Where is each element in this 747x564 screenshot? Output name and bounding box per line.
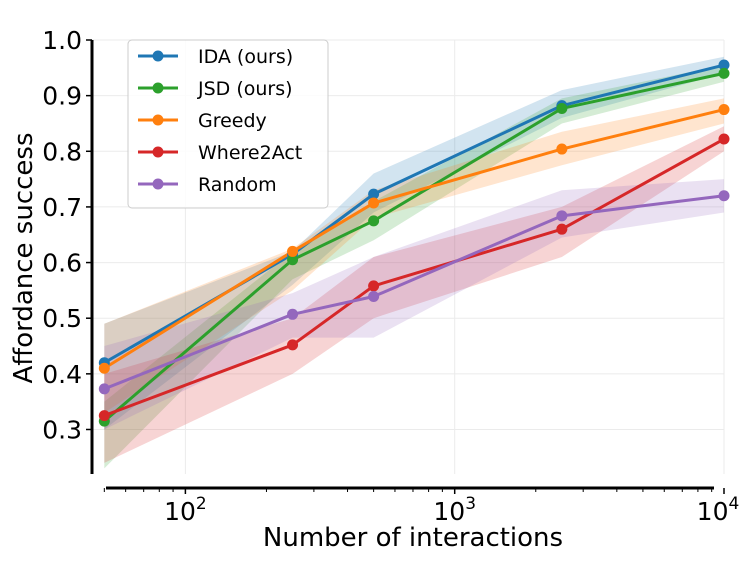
y-tick-label: 0.8 (42, 137, 82, 166)
legend-entry: Random (198, 174, 277, 196)
axes (86, 39, 725, 494)
y-tick-label: 1.0 (42, 26, 82, 55)
x-tick-labels: 102 103 104 (164, 494, 739, 526)
point-random (556, 210, 568, 222)
band-greedy (104, 98, 724, 413)
y-tick-label: 0.5 (42, 304, 82, 333)
x-tick-label: 103 (433, 494, 476, 526)
y-tick-label: 0.6 (42, 249, 82, 278)
point-jsd-ours (556, 102, 568, 114)
legend-entry: IDA (ours) (198, 46, 293, 68)
legend-marker (152, 82, 164, 94)
x-tick-label: 104 (697, 494, 740, 526)
point-greedy (718, 104, 730, 116)
legend-marker (152, 50, 164, 62)
y-tick-label: 0.7 (42, 193, 82, 222)
point-random (98, 383, 110, 395)
y-tick-label: 0.4 (42, 360, 82, 389)
band-where2act (104, 126, 724, 463)
series-points (98, 59, 730, 427)
legend-box (127, 39, 329, 209)
y-tick-label: 0.3 (42, 415, 82, 444)
y-axis-label: Affordance success (9, 132, 39, 383)
point-jsd-ours (287, 254, 299, 266)
point-where2act (98, 410, 110, 422)
point-where2act (718, 133, 730, 145)
point-jsd-ours (368, 215, 380, 227)
legend-entry: Where2Act (198, 142, 302, 164)
legend-entry: JSD (ours) (197, 78, 293, 100)
point-greedy (556, 143, 568, 155)
x-tick-label: 102 (164, 494, 207, 526)
point-greedy (287, 245, 299, 257)
point-where2act (556, 223, 568, 235)
legend: IDA (ours) JSD (ours) Greedy Where2Act Rando… (127, 39, 329, 209)
point-jsd-ours (718, 67, 730, 79)
point-random (368, 291, 380, 303)
legend-marker (152, 146, 164, 158)
band-random (104, 179, 724, 430)
point-greedy (98, 362, 110, 374)
legend-marker (152, 114, 164, 126)
y-tick-labels: 0.3 0.4 0.5 0.6 0.7 0.8 0.9 1.0 (42, 26, 82, 444)
point-where2act (368, 280, 380, 292)
point-random (718, 190, 730, 202)
point-ida-ours (718, 59, 730, 71)
legend-marker (152, 178, 164, 190)
point-ida-ours (368, 188, 380, 200)
y-tick-label: 0.9 (42, 82, 82, 111)
x-axis-label: Number of interactions (263, 523, 563, 553)
point-random (287, 308, 299, 320)
point-where2act (287, 339, 299, 351)
legend-entry: Greedy (198, 110, 267, 132)
point-greedy (368, 197, 380, 209)
confidence-bands (104, 56, 724, 469)
